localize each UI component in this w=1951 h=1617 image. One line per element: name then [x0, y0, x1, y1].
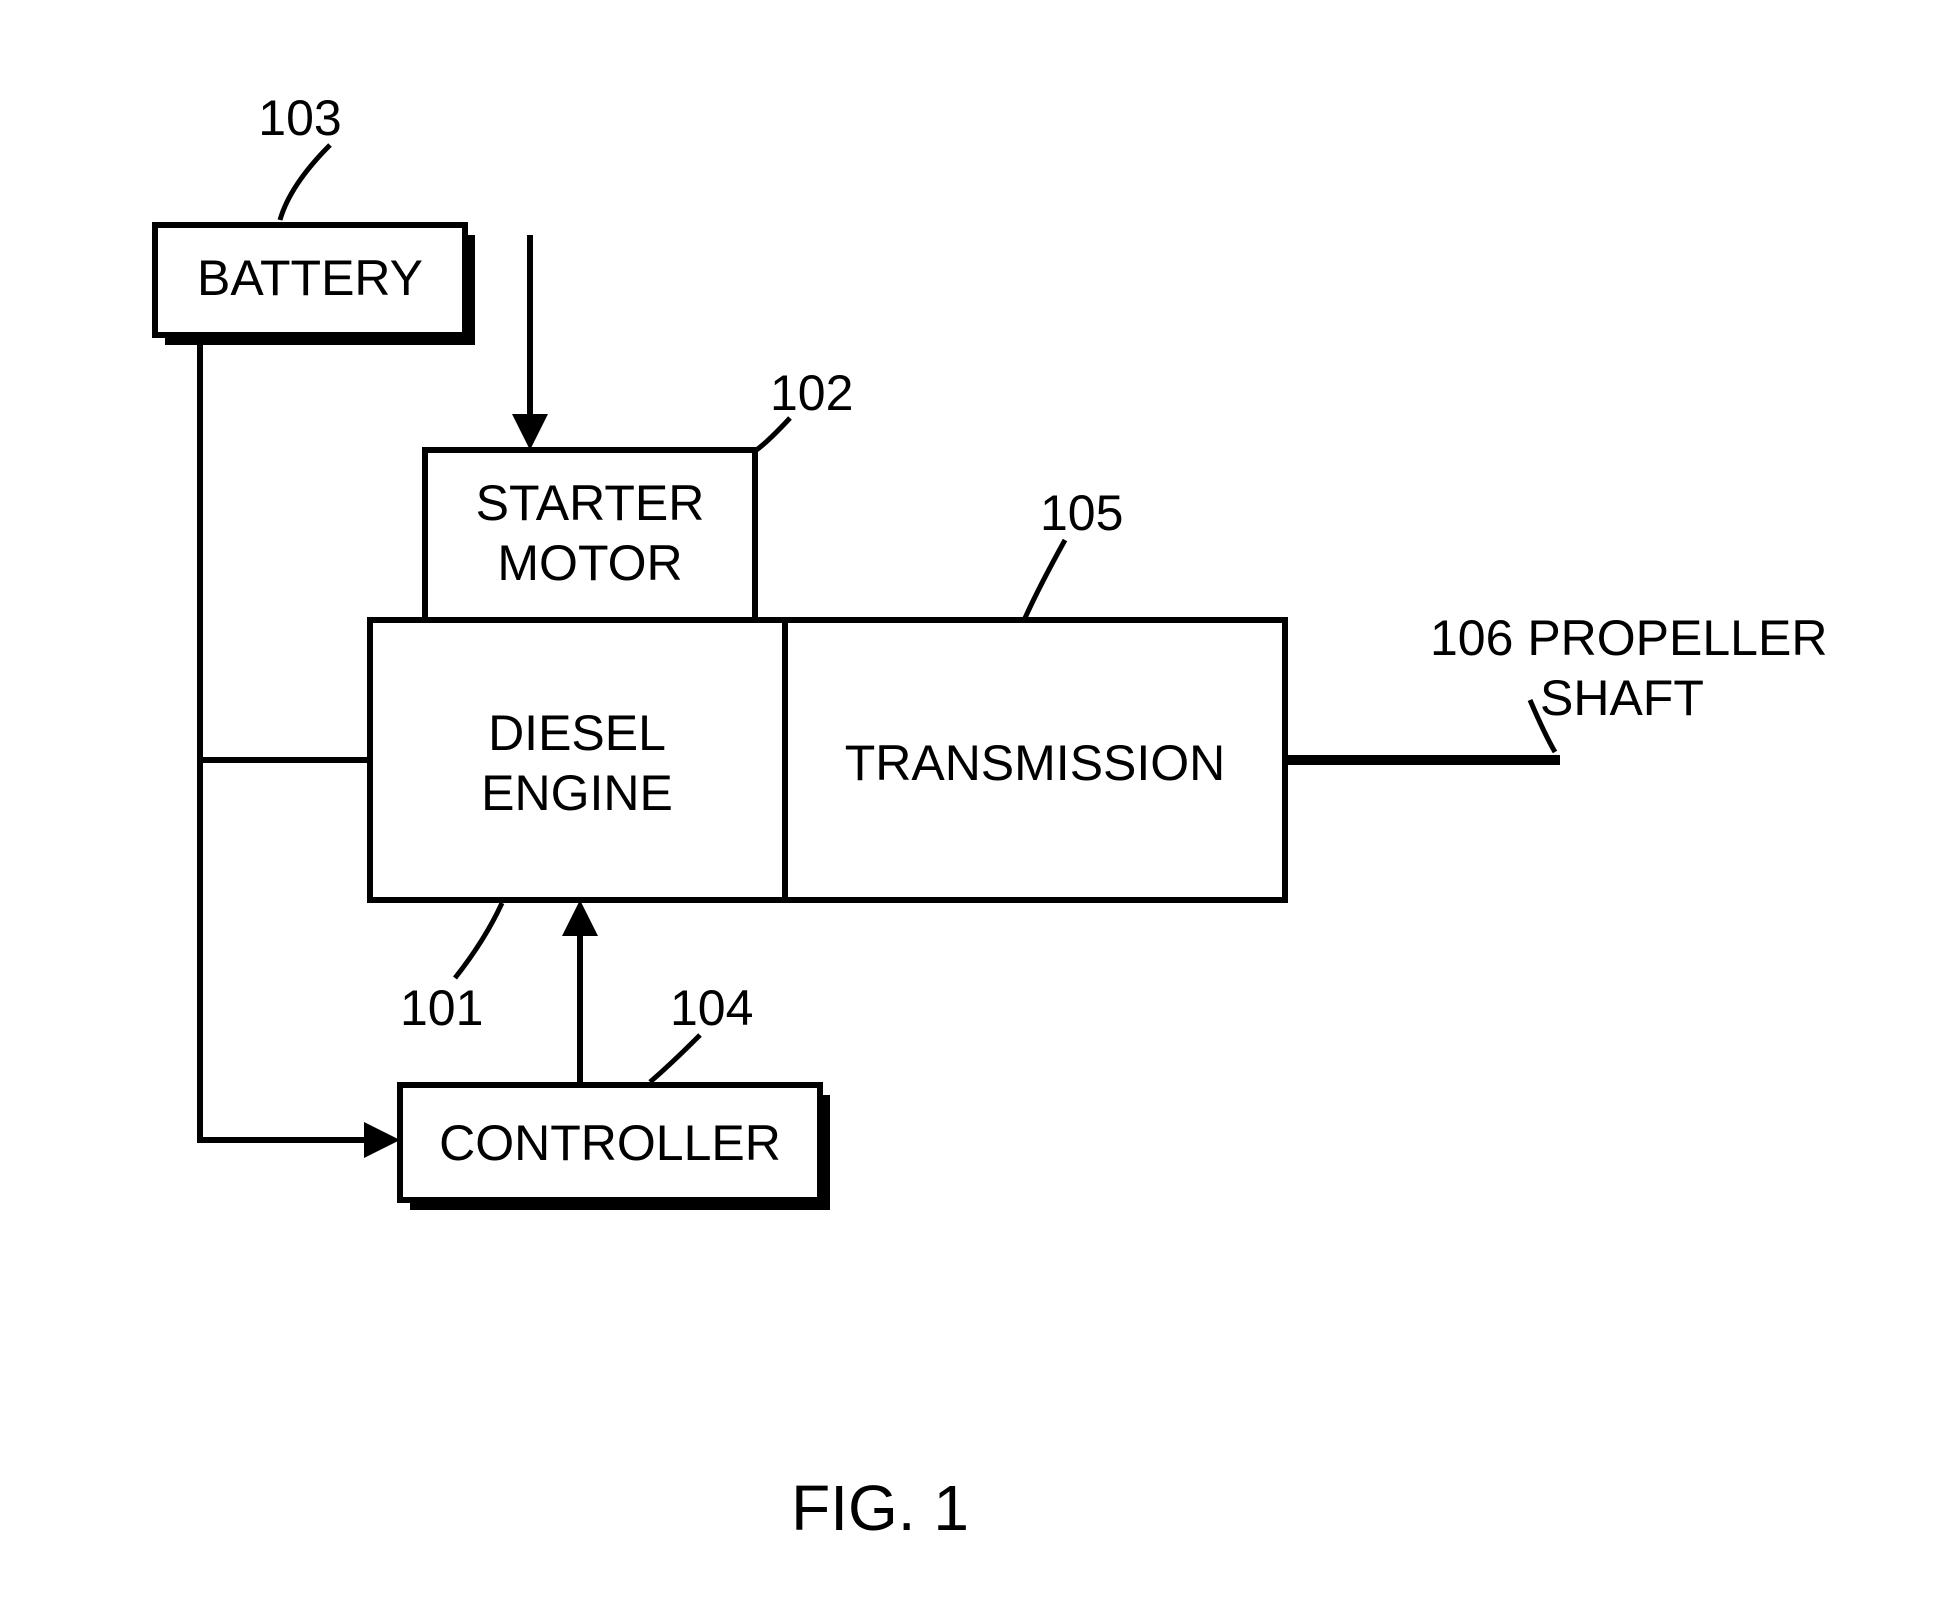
ref-104-text: 104	[670, 980, 753, 1036]
block-transmission: TRANSMISSION	[785, 620, 1285, 900]
block-battery: BATTERY	[155, 225, 475, 345]
transmission-label: TRANSMISSION	[845, 735, 1226, 791]
ref-105-text: 105	[1040, 485, 1123, 541]
battery-label: BATTERY	[197, 250, 423, 306]
ref-104: 104	[650, 980, 753, 1082]
block-starter-motor: STARTER MOTOR	[425, 450, 755, 620]
ref-101-text: 101	[400, 980, 483, 1036]
block-diesel-engine: DIESEL ENGINE	[370, 620, 785, 900]
engine-label-line1: DIESEL	[488, 705, 666, 761]
edge-controller-to-engine	[562, 900, 598, 1085]
edge-battery-to-starter	[512, 235, 548, 450]
ref-106-text-line2: SHAFT	[1540, 670, 1704, 726]
ref-101: 101	[400, 903, 502, 1036]
ref-103-text: 103	[258, 90, 341, 146]
figure-label: FIG. 1	[791, 1472, 969, 1544]
ref-102-text: 102	[770, 365, 853, 421]
ref-106-text-line1: 106 PROPELLER	[1430, 610, 1827, 666]
block-controller: CONTROLLER	[400, 1085, 830, 1210]
ref-103: 103	[258, 90, 341, 220]
ref-106: 106 PROPELLER SHAFT	[1430, 610, 1827, 752]
ref-105: 105	[1025, 485, 1123, 618]
diagram-canvas: BATTERY STARTER MOTOR DIESEL ENGINE TRAN…	[0, 0, 1951, 1617]
starter-label-line1: STARTER	[476, 475, 705, 531]
engine-label-line2: ENGINE	[481, 765, 673, 821]
starter-label-line2: MOTOR	[497, 535, 682, 591]
ref-102: 102	[752, 365, 853, 453]
controller-label: CONTROLLER	[439, 1115, 781, 1171]
